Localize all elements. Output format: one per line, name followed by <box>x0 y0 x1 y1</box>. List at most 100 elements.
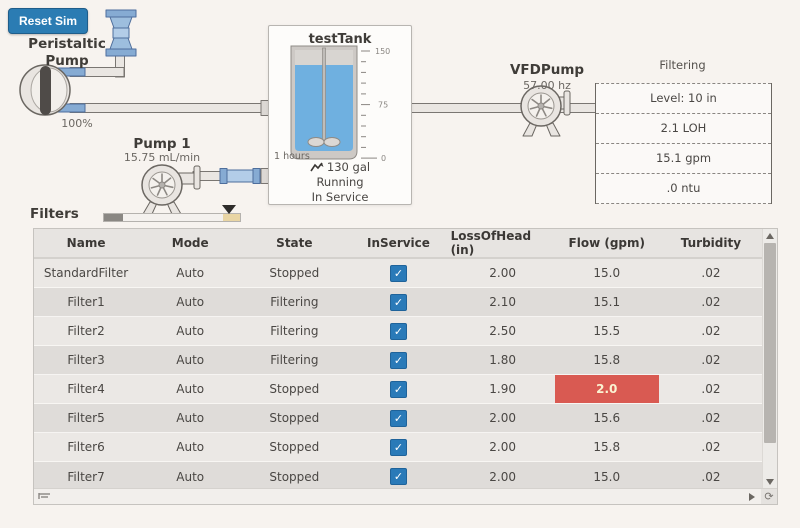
peristaltic-pump-graphic <box>19 64 86 116</box>
cell-state: Stopped <box>269 266 320 280</box>
tank-tick-75: 75 <box>378 101 388 110</box>
cell-turbidity: .02 <box>701 266 721 280</box>
cell-inservice: ✓ <box>346 288 450 316</box>
cell-name: Filter3 <box>67 353 105 367</box>
status-panel-title: Filtering <box>659 58 706 72</box>
table-row[interactable]: Filter7 Auto Stopped ✓ 2.00 15.0 .02 <box>34 462 763 491</box>
cell-state: Stopped <box>269 411 320 425</box>
filters-table-body: StandardFilter Auto Stopped ✓ 2.00 15.0 … <box>34 259 763 491</box>
col-header-inservice[interactable]: InService <box>367 236 430 250</box>
cell-flow: 15.8 <box>593 353 621 367</box>
tank-panel: testTank 150 75 <box>268 25 412 205</box>
tank-scale-ticks <box>361 50 377 159</box>
cell-state: Stopped <box>269 382 320 396</box>
col-header-state[interactable]: State <box>276 236 313 250</box>
cell-turbidity: .02 <box>701 295 721 309</box>
col-header-turbidity[interactable]: Turbidity <box>680 236 742 250</box>
status-cell-turbidity: .0 ntu <box>596 173 771 204</box>
table-row[interactable]: Filter1 Auto Filtering ✓ 2.10 15.1 .02 <box>34 288 763 317</box>
pump1-slider[interactable] <box>103 213 241 222</box>
cell-mode: Auto <box>176 440 205 454</box>
tank-graphic: 150 75 0 <box>290 45 390 163</box>
filters-section-title: Filters <box>30 206 79 222</box>
cell-name: Filter7 <box>67 469 105 484</box>
table-row[interactable]: StandardFilter Auto Stopped ✓ 2.00 15.0 … <box>34 259 763 288</box>
cell-name: Filter2 <box>67 324 105 338</box>
cell-lossofhead: 2.10 <box>489 295 516 309</box>
cell-state: Filtering <box>270 295 319 309</box>
cell-turbidity: .02 <box>701 353 721 367</box>
scrollbar-thumb[interactable] <box>764 243 776 443</box>
status-cell-loh: 2.1 LOH <box>596 113 771 143</box>
inservice-checkbox[interactable]: ✓ <box>389 380 407 398</box>
check-valve-graphic <box>105 9 137 57</box>
peristaltic-pump-speed: 100% <box>61 117 93 130</box>
slider-fill-left <box>104 214 123 221</box>
cell-lossofhead: 2.00 <box>489 411 516 425</box>
inservice-checkbox[interactable]: ✓ <box>389 264 407 282</box>
inservice-checkbox[interactable]: ✓ <box>389 293 407 311</box>
inservice-checkbox[interactable]: ✓ <box>389 322 407 340</box>
col-header-mode[interactable]: Mode <box>171 236 209 250</box>
cell-name: Filter6 <box>67 440 105 454</box>
cell-flow: 2.0 <box>554 375 659 403</box>
col-header-lossofhead[interactable]: LossOfHead (in) <box>450 229 532 257</box>
cell-flow: 15.0 <box>593 266 621 280</box>
table-row[interactable]: Filter6 Auto Stopped ✓ 2.00 15.8 .02 <box>34 433 763 462</box>
inservice-checkbox[interactable]: ✓ <box>389 409 407 427</box>
filters-table-header: Name Mode State InService LossOfHead (in… <box>34 229 763 259</box>
cell-state: Stopped <box>269 440 320 454</box>
cell-mode: Auto <box>176 469 205 484</box>
pump1-graphic <box>141 164 261 215</box>
cell-turbidity: .02 <box>701 440 721 454</box>
cell-state: Stopped <box>269 469 320 484</box>
cell-state: Filtering <box>270 324 319 338</box>
cell-inservice: ✓ <box>346 317 450 345</box>
trend-icon <box>310 162 324 172</box>
col-header-name[interactable]: Name <box>66 236 106 250</box>
inservice-checkbox[interactable]: ✓ <box>389 468 407 485</box>
slider-handle-icon[interactable] <box>222 205 236 214</box>
col-header-flow[interactable]: Flow (gpm) <box>568 236 646 250</box>
scroll-right-icon[interactable] <box>749 493 755 501</box>
table-row[interactable]: Filter4 Auto Stopped ✓ 1.90 2.0 .02 <box>34 375 763 404</box>
cell-inservice: ✓ <box>346 375 450 403</box>
cell-lossofhead: 1.80 <box>489 353 516 367</box>
vfd-pump-frequency: 57.00 hz <box>523 79 571 92</box>
cell-inservice: ✓ <box>346 346 450 374</box>
cell-turbidity: .02 <box>701 324 721 338</box>
peristaltic-pump-label: Peristaltic Pump <box>28 36 106 69</box>
scroll-up-icon[interactable] <box>766 233 774 239</box>
table-row[interactable]: Filter5 Auto Stopped ✓ 2.00 15.6 .02 <box>34 404 763 433</box>
tank-service-state: In Service <box>311 190 369 204</box>
cell-mode: Auto <box>176 324 205 338</box>
cell-name: Filter4 <box>67 382 105 396</box>
cell-inservice: ✓ <box>346 404 450 432</box>
cell-lossofhead: 2.00 <box>489 266 516 280</box>
cell-name: Filter1 <box>67 295 105 309</box>
cell-flow: 15.6 <box>593 411 621 425</box>
vfd-pump-label: VFDPump <box>509 62 585 78</box>
inservice-checkbox[interactable]: ✓ <box>389 351 407 369</box>
vertical-scrollbar[interactable] <box>762 229 777 489</box>
slider-fill-right <box>223 214 240 221</box>
filter-icon[interactable] <box>38 492 52 502</box>
pump1-label: Pump 1 <box>133 136 191 152</box>
tank-meta: 130 gal Running In Service <box>269 160 411 205</box>
status-panel: Level: 10 in 2.1 LOH 15.1 gpm .0 ntu <box>595 83 772 204</box>
table-footer: ⟳ <box>34 488 777 504</box>
status-cell-flow: 15.1 gpm <box>596 143 771 173</box>
scroll-down-icon[interactable] <box>766 479 774 485</box>
table-row[interactable]: Filter2 Auto Filtering ✓ 2.50 15.5 .02 <box>34 317 763 346</box>
cell-mode: Auto <box>176 382 205 396</box>
cell-name: Filter5 <box>67 411 105 425</box>
reset-sim-button[interactable]: Reset Sim <box>8 8 89 34</box>
refresh-icon[interactable]: ⟳ <box>761 489 777 504</box>
cell-inservice: ✓ <box>346 259 450 287</box>
cell-mode: Auto <box>176 411 205 425</box>
cell-lossofhead: 2.50 <box>489 324 516 338</box>
table-row[interactable]: Filter3 Auto Filtering ✓ 1.80 15.8 .02 <box>34 346 763 375</box>
inservice-checkbox[interactable]: ✓ <box>389 438 407 456</box>
tank-tick-0: 0 <box>381 154 386 163</box>
